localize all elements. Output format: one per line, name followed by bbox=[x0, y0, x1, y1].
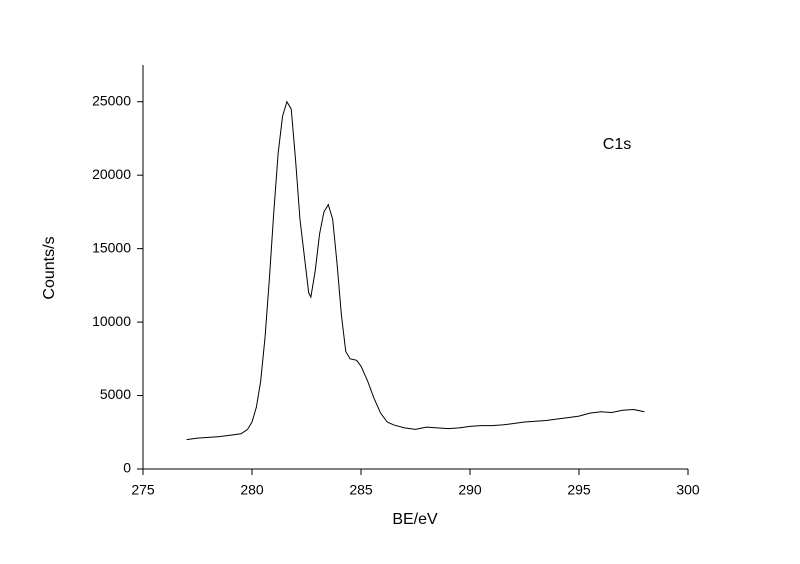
y-tick-label: 20000 bbox=[92, 166, 131, 182]
y-tick-label: 0 bbox=[123, 460, 131, 476]
x-tick-label: 285 bbox=[349, 482, 373, 498]
y-axis-label: Counts/s bbox=[41, 236, 58, 299]
y-tick-label: 5000 bbox=[100, 386, 131, 402]
annotation: C1s bbox=[603, 136, 631, 153]
x-tick-label: 300 bbox=[676, 482, 700, 498]
x-tick-label: 290 bbox=[458, 482, 482, 498]
x-tick-label: 280 bbox=[240, 482, 264, 498]
y-tick-label: 10000 bbox=[92, 313, 131, 329]
y-tick-label: 25000 bbox=[92, 92, 131, 108]
x-tick-label: 275 bbox=[131, 482, 155, 498]
y-tick-label: 15000 bbox=[92, 239, 131, 255]
x-axis-label: BE/eV bbox=[392, 511, 438, 528]
x-tick-label: 295 bbox=[567, 482, 591, 498]
data-line bbox=[186, 100, 645, 441]
